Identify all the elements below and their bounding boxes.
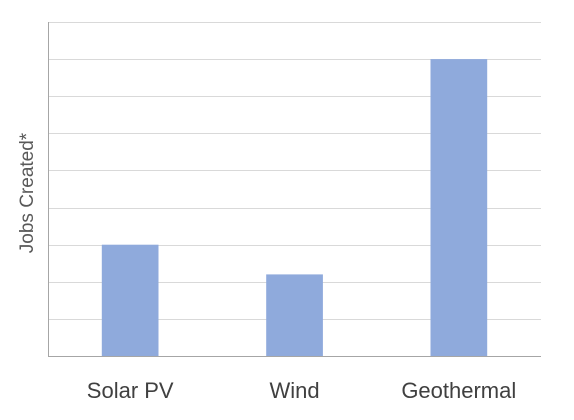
bar-wind <box>266 274 323 356</box>
y-axis-title: Jobs Created* <box>17 132 38 253</box>
axes <box>48 22 541 357</box>
x-tick-label: Geothermal <box>401 378 516 403</box>
bar-solar-pv <box>101 244 159 356</box>
x-tick-label: Wind <box>269 378 319 403</box>
x-tick-label: Solar PV <box>87 378 174 403</box>
bar-geothermal <box>430 59 488 356</box>
x-tick-labels: Solar PV Wind Geothermal <box>87 378 516 403</box>
bars <box>101 59 488 356</box>
